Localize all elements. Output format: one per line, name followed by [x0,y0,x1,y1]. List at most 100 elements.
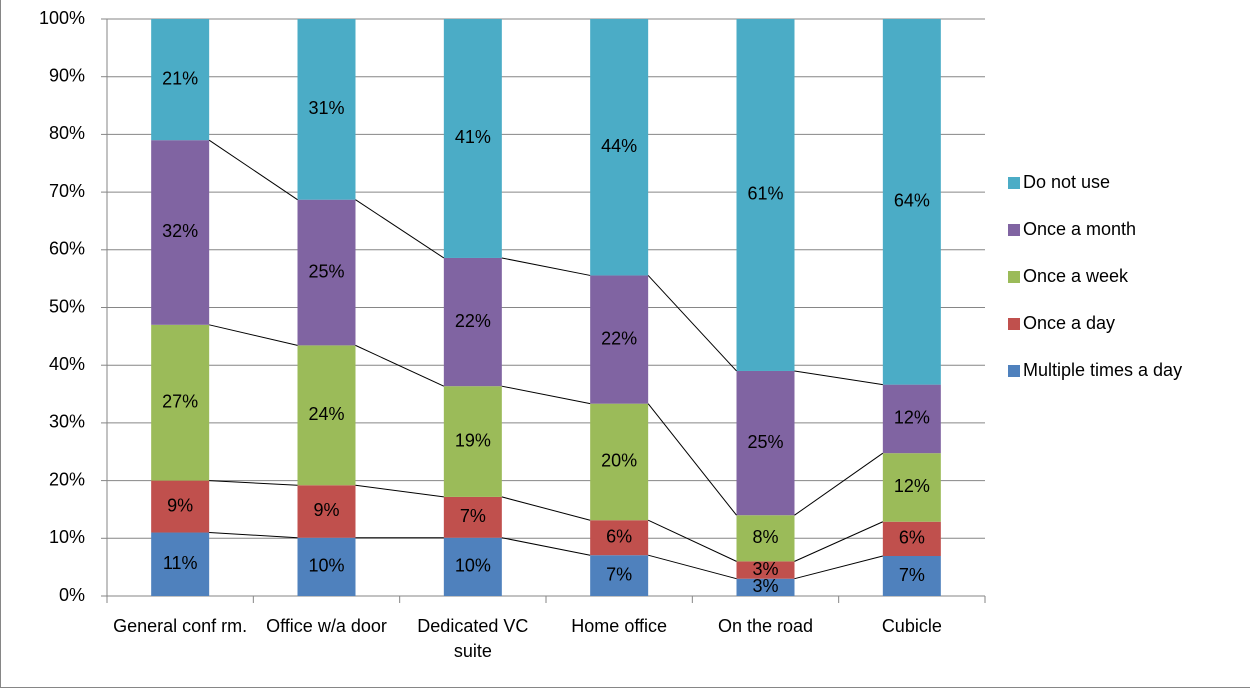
legend-label: Do not use [1023,172,1110,192]
bar-segment [882,521,941,557]
bar-segment [882,384,941,454]
data-label: 9% [167,495,193,515]
bar-segment [297,485,356,538]
data-label: 7% [899,565,925,585]
x-tick-label: Home office [571,616,667,636]
bar-segment [736,19,795,371]
y-tick-label: 30% [49,412,85,432]
y-tick-label: 90% [49,65,85,85]
data-label: 41% [455,127,491,147]
data-label: 11% [163,553,198,573]
x-tick-label: On the road [718,616,813,636]
bar-segment [736,561,795,579]
bar-segment [736,578,795,596]
data-label: 8% [752,527,778,547]
bar-segment [590,275,649,404]
data-label: 61% [747,184,783,204]
series-line [648,554,737,580]
series-line [647,403,737,516]
data-label: 3% [752,559,778,579]
series-line [209,324,298,346]
legend-swatch [1008,271,1020,283]
data-label: 22% [455,311,491,331]
bar-segment [736,370,795,516]
y-tick-label: 20% [49,469,85,489]
bar-segment [151,140,210,325]
bar-segment [443,496,502,538]
series-line [794,521,884,562]
legend-label: Once a week [1023,266,1129,286]
bar-segment [882,556,941,596]
bar-segment [443,386,502,497]
bar-segment [882,19,941,385]
bar-segment [882,453,941,522]
data-label: 9% [313,500,339,520]
data-label: 20% [601,451,637,471]
y-tick-label: 0% [59,585,85,605]
y-tick-label: 80% [49,123,85,143]
data-label: 7% [606,564,632,584]
series-line [209,532,298,539]
y-tick-label: 100% [39,8,85,28]
series-line [355,344,445,387]
series-line [501,537,591,556]
bar-segment [736,515,795,562]
series-line [647,275,737,372]
legend-label: Multiple times a day [1023,360,1182,380]
bar-segment [590,555,649,596]
data-label: 25% [747,432,783,452]
y-tick-label: 40% [49,354,85,374]
legend-swatch [1008,318,1020,330]
bar-segment [590,19,649,276]
data-label: 6% [899,528,925,548]
y-tick-label: 60% [49,239,85,259]
data-label: 10% [308,556,344,576]
data-label: 44% [601,136,637,156]
series-line [355,199,445,259]
x-tick-label: Office w/a door [266,616,387,636]
x-tick-label: Cubicle [882,616,942,636]
legend-swatch [1008,224,1020,236]
legend-swatch [1008,177,1020,189]
bar-segment [443,537,502,596]
data-label: 3% [752,576,778,596]
series-line [794,452,884,516]
series-line [647,519,737,562]
data-label: 24% [308,404,344,424]
data-label: 12% [894,476,930,496]
data-label: 7% [460,506,486,526]
legend-swatch [1008,365,1020,377]
y-tick-label: 50% [49,296,85,316]
data-label: 10% [455,556,491,576]
series-line [501,496,591,521]
series-line [501,257,591,276]
bar-segment [443,257,502,387]
series-line [355,484,444,498]
bar-segment [297,199,356,346]
legend-label: Once a day [1023,313,1115,333]
data-label: 27% [162,391,198,411]
series-line [794,555,883,580]
data-label: 19% [455,430,491,450]
y-tick-label: 70% [49,181,85,201]
legend-label: Once a month [1023,219,1136,239]
data-label: 22% [601,328,637,348]
bar-segment [151,324,210,481]
data-label: 21% [162,68,198,88]
data-label: 31% [308,98,344,118]
data-label: 25% [308,261,344,281]
data-label: 64% [894,191,930,211]
bar-segment [297,537,356,596]
bar-segment [443,19,502,258]
data-label: 32% [162,221,198,241]
bar-segment [151,532,210,596]
y-tick-label: 10% [49,527,85,547]
bar-segment [297,19,356,200]
series-line [208,139,298,201]
bar-segment [151,480,210,533]
bar-segment [590,520,649,556]
series-line [501,385,591,405]
x-tick-label: General conf rm. [113,616,247,636]
